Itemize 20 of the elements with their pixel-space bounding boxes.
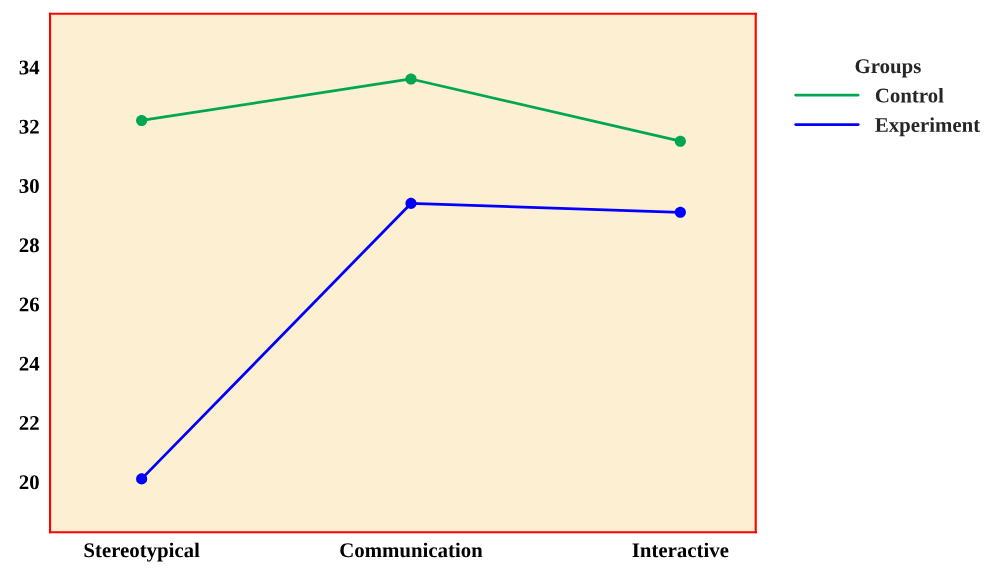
y-tick-label: 32 (19, 119, 39, 134)
legend-title: Groups (855, 59, 921, 78)
legend-label: Experiment (875, 117, 981, 137)
point (136, 114, 148, 127)
point (405, 197, 417, 209)
point (674, 135, 686, 147)
y-tick-label: 28 (19, 238, 39, 253)
y-tick-label: 30 (19, 179, 39, 194)
legend-label: Control (875, 87, 944, 103)
point (674, 206, 686, 218)
y-tick-label: 24 (19, 356, 40, 371)
x-tick-label: Interactive (632, 542, 729, 558)
point (405, 73, 417, 85)
y-tick-label: 34 (19, 60, 40, 75)
y-tick-label: 22 (19, 416, 39, 430)
x-tick-label: Stereotypical (84, 542, 200, 562)
point (136, 473, 148, 485)
x-tick-label: Communication (340, 542, 483, 558)
y-tick-label: 26 (19, 297, 40, 312)
y-tick-label: 20 (19, 475, 39, 490)
